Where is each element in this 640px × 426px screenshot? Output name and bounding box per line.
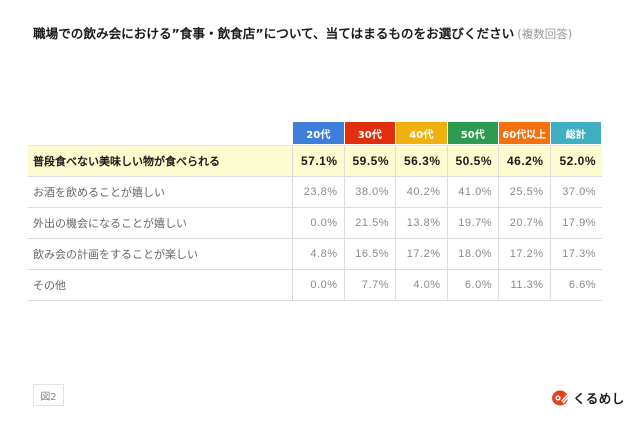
cell-value: 17.3% [562,248,596,260]
table-row: その他 0.0% 7.7% 4.0% 6.0% 11.3% 6.6% [28,270,602,301]
row-label: 飲み会の計画をすることが楽しい [28,239,293,269]
row-label: その他 [28,270,293,300]
cell-value: 41.0% [448,177,499,207]
cell-value: 11.3% [499,270,551,300]
row-label: お酒を飲めることが嬉しい [28,177,293,207]
cell-value: 4.0% [396,270,448,300]
figure-label: 図2 [33,384,64,406]
kurumeshi-logo-icon [552,390,570,405]
row-label: 外出の機会になることが嬉しい [28,208,293,238]
cell-value: 38.0% [345,177,396,207]
cell-value: 20.7% [499,208,551,238]
cell-value: 17.2% [396,239,448,269]
row-label: 普段食べない美味しい物が食べられる [28,146,293,176]
cell-value: 6.6% [568,279,596,291]
chart-title: 職場での飲み会における”食事・飲食店”について、当てはまるものをお選びください(… [33,23,572,42]
cell-value: 0.0% [293,270,345,300]
cell-value: 40.2% [396,177,448,207]
brand-name: くるめし [573,391,625,406]
header-blank [28,122,293,144]
cell-value: 59.5% [345,146,396,176]
cell-value: 25.5% [499,177,551,207]
col-header-20s: 20代 [293,122,345,144]
col-header-60s-plus: 60代以上 [499,122,551,144]
cell-value: 17.9% [562,217,596,229]
cell-value: 13.8% [396,208,448,238]
title-sub: (複数回答) [517,27,573,41]
table-row: 外出の機会になることが嬉しい 0.0% 21.5% 13.8% 19.7% 20… [28,208,602,239]
cell-value: 6.0% [448,270,499,300]
table-header: 20代 30代 40代 50代 60代以上 総計 [28,122,602,144]
cell-value: 18.0% [448,239,499,269]
cell-value: 46.2% [499,146,551,176]
cell-value: 21.5% [345,208,396,238]
col-header-50s: 50代 [447,122,499,144]
cell-value: 0.0% [293,208,345,238]
col-header-30s: 30代 [344,122,396,144]
results-table: 20代 30代 40代 50代 60代以上 総計 普段食べない美味しい物が食べら… [28,122,602,301]
cell-value: 23.8% [293,177,345,207]
cell-value: 57.1% [293,146,345,176]
cell-value: 52.0% [559,154,596,168]
table-row: 飲み会の計画をすることが楽しい 4.8% 16.5% 17.2% 18.0% 1… [28,239,602,270]
cell-value: 16.5% [345,239,396,269]
cell-value: 17.2% [499,239,551,269]
cell-value: 19.7% [448,208,499,238]
cell-value: 50.5% [448,146,499,176]
cell-value: 56.3% [396,146,448,176]
table-row: お酒を飲めることが嬉しい 23.8% 38.0% 40.2% 41.0% 25.… [28,177,602,208]
col-header-total: 総計 [550,122,602,144]
brand-logo: くるめし [552,388,625,407]
cell-value: 4.8% [293,239,345,269]
table-row: 普段食べない美味しい物が食べられる 57.1% 59.5% 56.3% 50.5… [28,145,602,177]
title-main: 職場での飲み会における”食事・飲食店”について、当てはまるものをお選びください [33,26,515,41]
cell-value: 7.7% [345,270,396,300]
cell-value: 37.0% [562,186,596,198]
col-header-40s: 40代 [396,122,448,144]
